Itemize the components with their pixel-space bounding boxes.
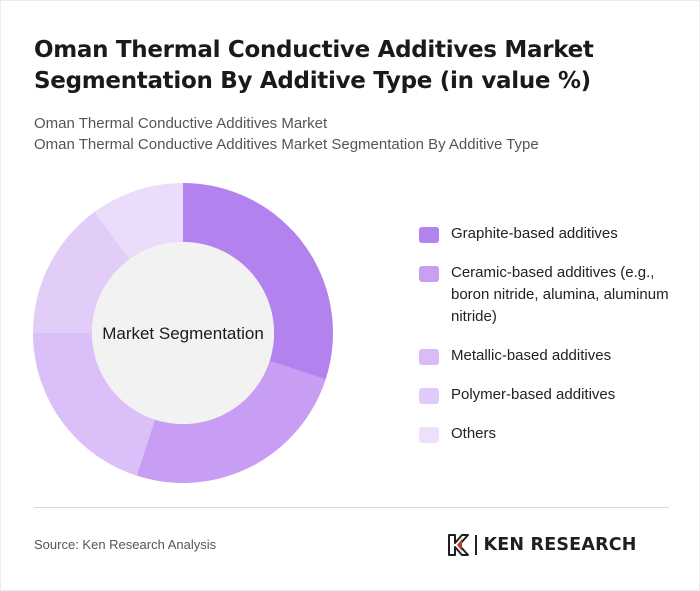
- legend-item: Polymer-based additives: [419, 384, 679, 406]
- legend-item: Others: [419, 423, 679, 445]
- donut-slice: [33, 333, 155, 476]
- legend-swatch: [419, 388, 439, 404]
- legend-label: Others: [451, 425, 497, 442]
- donut-slice: [94, 183, 183, 260]
- legend-label: Metallic-based additives: [451, 347, 612, 364]
- legend-item: Ceramic-based additives (e.g., boron nit…: [419, 262, 679, 328]
- donut-slice: [33, 211, 130, 333]
- donut-chart: Market Segmentation: [31, 181, 335, 485]
- legend-swatch: [419, 427, 439, 443]
- donut-slice: [136, 361, 326, 483]
- donut-slice: [183, 183, 334, 380]
- legend-label: Ceramic-based additives (e.g., boron nit…: [451, 264, 669, 325]
- donut-center: [92, 242, 274, 424]
- donut-chart-svg: Market Segmentation: [33, 183, 334, 483]
- ken-research-logo-icon: [448, 534, 469, 556]
- legend-swatch: [419, 266, 439, 282]
- source-note: Source: Ken Research Analysis: [34, 537, 217, 552]
- legend-label: Graphite-based additives: [451, 225, 618, 242]
- footer-divider: [34, 507, 669, 508]
- legend-swatch: [419, 227, 439, 243]
- chart-legend: Graphite-based additives Ceramic-based ad…: [419, 223, 679, 445]
- legend-swatch: [419, 349, 439, 365]
- chart-title: Oman Thermal Conductive Additives Market…: [34, 37, 594, 94]
- donut-center-label: Market Segmentation: [102, 324, 264, 343]
- brand-name: KEN RESEARCH: [483, 535, 637, 555]
- legend-label: Polymer-based additives: [451, 386, 616, 403]
- legend-item: Metallic-based additives: [419, 345, 679, 367]
- legend-item: Graphite-based additives: [419, 223, 679, 245]
- chart-subtitle-market: Oman Thermal Conductive Additives Market: [34, 115, 328, 132]
- brand-separator: [475, 535, 477, 555]
- chart-subtitle-segmentation: Oman Thermal Conductive Additives Market…: [34, 136, 539, 153]
- ken-research-brand: KEN RESEARCH: [447, 531, 637, 559]
